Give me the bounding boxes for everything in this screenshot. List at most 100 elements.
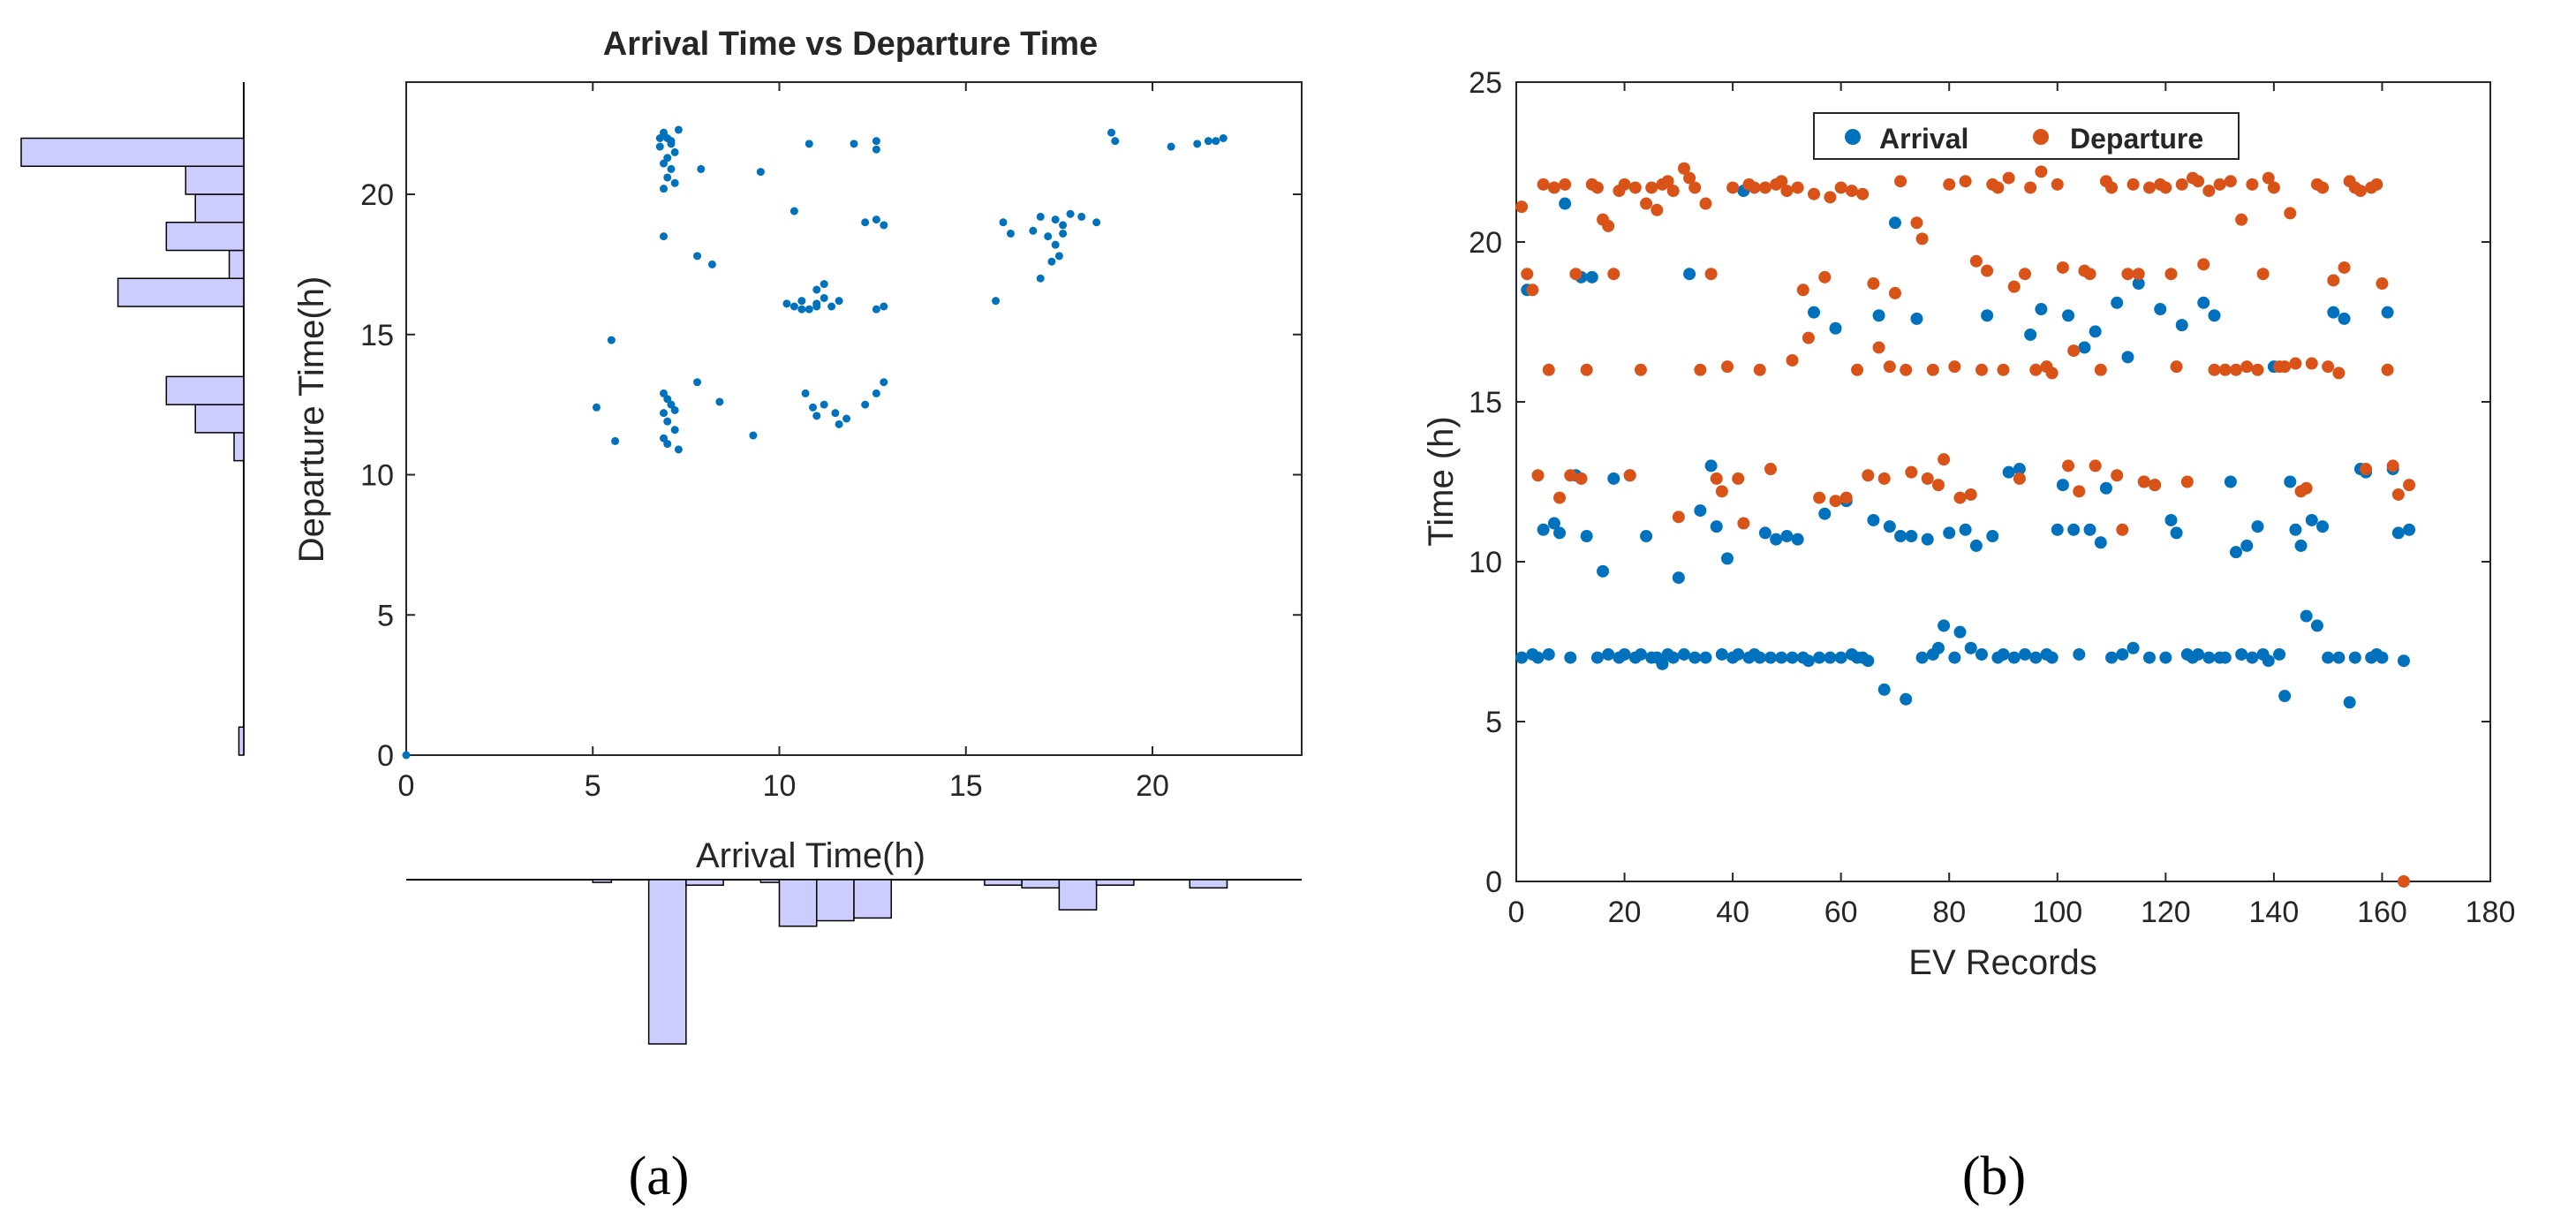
departure-point — [1748, 181, 1761, 194]
scatter-point — [801, 389, 810, 397]
departure-point — [1732, 472, 1745, 485]
arrival-point — [1824, 651, 1837, 664]
departure-point — [2202, 185, 2216, 198]
chart-a-xtick-label: 0 — [398, 769, 415, 803]
hist-x-bar — [816, 879, 855, 922]
arrival-point — [2224, 475, 2237, 488]
scatter-point — [1036, 212, 1045, 221]
arrival-point — [2348, 651, 2361, 664]
departure-point — [1845, 185, 1858, 198]
departure-point — [1758, 181, 1771, 194]
scatter-point — [663, 173, 672, 182]
legend-arrival-label: Arrival — [1879, 123, 1968, 155]
arrival-point — [2305, 513, 2318, 526]
arrival-point — [2007, 651, 2021, 664]
arrival-point — [2240, 539, 2254, 552]
hist-x-bar — [1095, 879, 1135, 886]
arrival-point — [2132, 277, 2145, 291]
chart-a-ytick-label: 0 — [377, 739, 394, 773]
departure-point — [2094, 363, 2107, 376]
chart-a-ytick-label: 5 — [377, 599, 394, 632]
scatter-point — [660, 389, 669, 397]
departure-point — [2067, 344, 2081, 358]
arrival-point — [2310, 619, 2323, 632]
arrival-point — [2127, 641, 2140, 654]
hist-x-bar — [984, 879, 1023, 886]
departure-point — [1851, 363, 1864, 376]
chart-b-ytick-label: 25 — [1469, 66, 1502, 100]
departure-point — [1964, 488, 1977, 501]
scatter-point — [1077, 212, 1086, 221]
arrival-point — [1704, 459, 1718, 473]
chart-a-xtick-label: 20 — [1136, 769, 1169, 803]
scatter-point — [402, 751, 411, 760]
arrival-point — [2051, 523, 2064, 536]
scatter-point — [872, 137, 880, 146]
hist-y-bar — [165, 375, 245, 405]
arrival-point — [1780, 530, 1794, 543]
arrival-point — [2391, 526, 2405, 540]
departure-point — [1553, 491, 1567, 504]
arrival-point — [1764, 651, 1778, 664]
scatter-point — [1036, 274, 1045, 283]
departure-point — [2278, 360, 2292, 374]
arrival-point — [1921, 533, 1934, 546]
departure-point — [1856, 187, 1870, 200]
departure-point — [1829, 495, 1842, 508]
departure-point — [1791, 181, 1804, 194]
departure-point — [2051, 178, 2064, 191]
departure-point — [1888, 286, 1901, 299]
departure-point — [2159, 181, 2172, 194]
departure-point — [1808, 187, 1821, 200]
scatter-point — [872, 305, 880, 314]
arrival-point — [1640, 530, 1653, 543]
departure-point — [2338, 261, 2351, 274]
departure-point — [2111, 469, 2124, 482]
chart-b-xtick-label: 20 — [1608, 896, 1642, 929]
departure-point — [1872, 341, 1885, 354]
departure-point — [2256, 268, 2270, 281]
hist-y-bar — [185, 165, 245, 195]
departure-point — [1938, 453, 1951, 466]
departure-point — [2045, 367, 2059, 380]
departure-point — [2218, 363, 2232, 376]
scatter-point — [670, 405, 679, 414]
arrival-point — [1677, 647, 1690, 661]
departure-point — [1726, 181, 1740, 194]
scatter-point — [872, 216, 880, 224]
arrival-point — [2316, 520, 2330, 533]
departure-point — [2029, 363, 2043, 376]
departure-point — [1564, 469, 1577, 482]
hist-x-bar — [647, 879, 687, 1045]
scatter-point — [749, 431, 758, 440]
hist-y-bar — [117, 277, 245, 307]
scatter-point — [812, 412, 821, 420]
arrival-point — [1607, 472, 1620, 485]
arrival-point — [1888, 216, 1901, 230]
arrival-point — [2089, 325, 2102, 338]
chart-a-ytick-label: 10 — [360, 459, 394, 493]
arrival-point — [1948, 651, 1961, 664]
scatter-point — [756, 168, 765, 177]
departure-point — [2353, 185, 2367, 198]
arrival-point — [1590, 651, 1604, 664]
scatter-point — [660, 128, 669, 137]
scatter-point — [789, 302, 798, 311]
scatter-point — [872, 145, 880, 154]
chart-a-ytick-label: 15 — [360, 319, 394, 352]
chart-a-xtick-label: 5 — [585, 769, 601, 803]
arrival-point — [1715, 647, 1728, 661]
arrival-point — [1905, 530, 1918, 543]
arrival-point — [2376, 651, 2389, 664]
arrival-point — [1931, 641, 1945, 654]
departure-point — [1753, 363, 1766, 376]
departure-point — [1651, 203, 1664, 216]
arrival-point — [1770, 533, 1783, 546]
arrival-point — [1997, 647, 2010, 661]
departure-point — [1931, 479, 1945, 492]
scatter-point — [611, 436, 620, 445]
scatter-point — [607, 336, 616, 344]
departure-point — [2089, 459, 2102, 473]
arrival-point — [2013, 463, 2026, 476]
arrival-point — [1732, 647, 1745, 661]
